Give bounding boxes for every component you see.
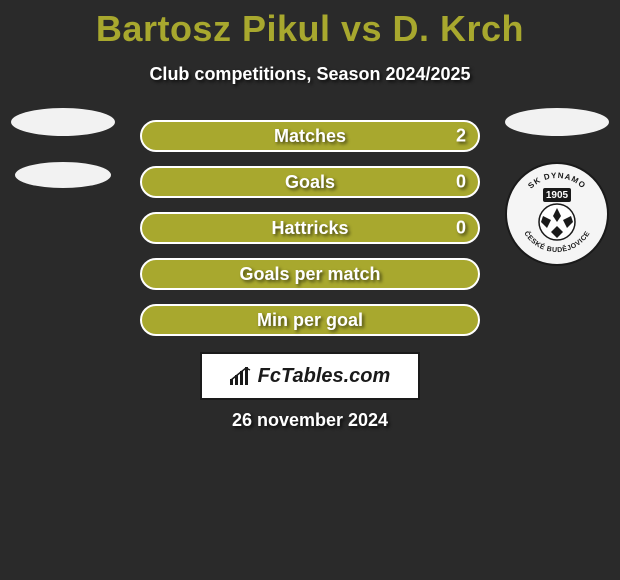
brand-text: FcTables.com	[258, 365, 391, 388]
date-label: 26 november 2024	[0, 410, 620, 431]
stat-row-min-per-goal: Min per goal	[140, 304, 480, 336]
left-player-badges	[8, 108, 118, 188]
player-badge-placeholder	[505, 108, 609, 136]
player-badge-placeholder	[11, 108, 115, 136]
subtitle: Club competitions, Season 2024/2025	[0, 64, 620, 85]
club-crest-icon: SK DYNAMO ČESKÉ BUDĚJOVICE 1905	[507, 164, 607, 264]
stat-row-goals-per-match: Goals per match	[140, 258, 480, 290]
club-badge: SK DYNAMO ČESKÉ BUDĚJOVICE 1905	[505, 162, 609, 266]
stat-value: 2	[456, 126, 466, 147]
stat-value: 0	[456, 218, 466, 239]
right-player-badges: SK DYNAMO ČESKÉ BUDĚJOVICE 1905	[502, 108, 612, 266]
stat-label: Goals	[285, 172, 335, 193]
stat-label: Goals per match	[239, 264, 380, 285]
brand-logo[interactable]: FcTables.com	[200, 352, 420, 400]
stat-row-goals: Goals 0	[140, 166, 480, 198]
stat-label: Matches	[274, 126, 346, 147]
stat-label: Min per goal	[257, 310, 363, 331]
stat-label: Hattricks	[271, 218, 348, 239]
bars-icon	[230, 367, 252, 385]
page-title: Bartosz Pikul vs D. Krch	[0, 0, 620, 50]
svg-text:SK DYNAMO: SK DYNAMO	[526, 171, 587, 191]
stat-row-hattricks: Hattricks 0	[140, 212, 480, 244]
stat-value: 0	[456, 172, 466, 193]
club-year: 1905	[546, 190, 569, 201]
player-badge-placeholder	[15, 162, 111, 188]
stats-container: Matches 2 Goals 0 Hattricks 0 Goals per …	[140, 120, 480, 336]
stat-row-matches: Matches 2	[140, 120, 480, 152]
